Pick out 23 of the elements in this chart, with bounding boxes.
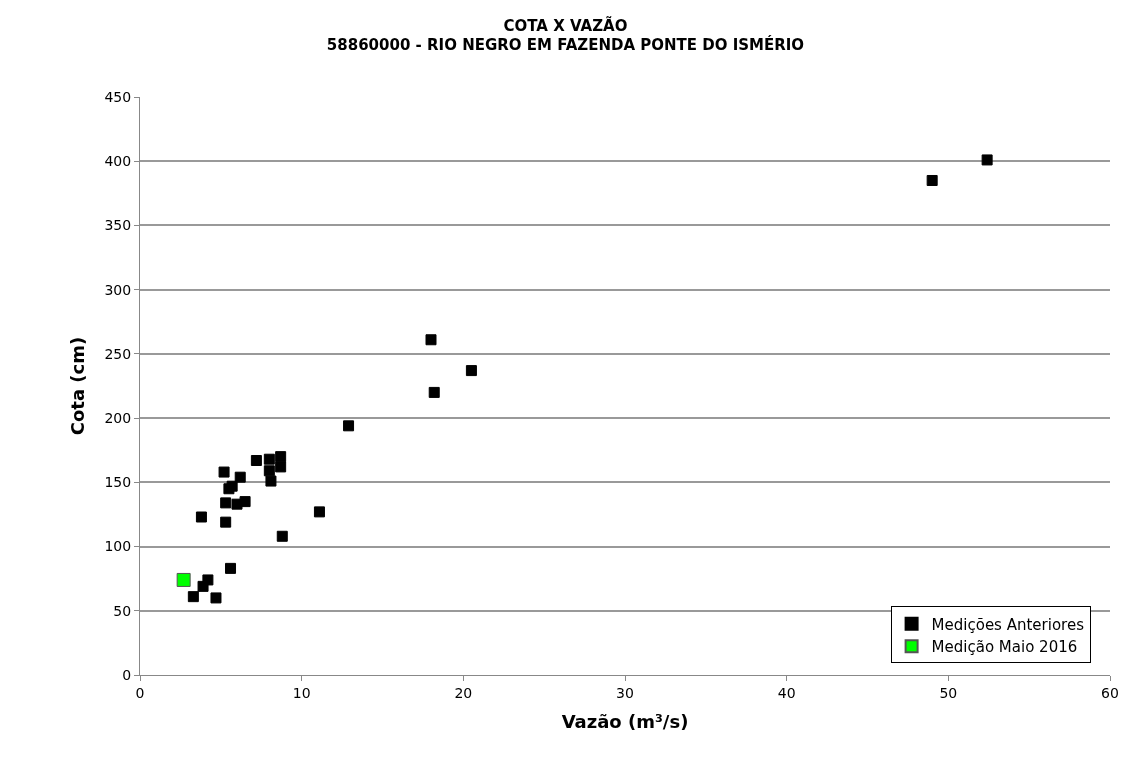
y-tick-label: 150: [104, 474, 132, 491]
y-tick-label: 200: [104, 410, 132, 427]
y-tick-label: 400: [104, 153, 132, 170]
x-tick-label: 40: [777, 684, 796, 701]
y-tick-label: 300: [104, 281, 132, 298]
x-tick-label: 10: [292, 684, 311, 701]
x-tick-label: 30: [616, 684, 634, 701]
chart-subtitle: 58860000 - RIO NEGRO EM FAZENDA PONTE DO ISMÉRIO: [326, 35, 805, 55]
y-tick-label: 250: [104, 345, 132, 362]
y-tick-label: 0: [122, 666, 132, 683]
y-tick-label: 100: [104, 538, 132, 555]
legend-label: Medições Anteriores: [931, 615, 1085, 634]
x-tick-label: 0: [135, 684, 145, 701]
y-tick-label: 350: [104, 217, 132, 234]
x-axis-title: Vazão (m³/s): [561, 710, 689, 732]
x-tick-label: 60: [1101, 684, 1119, 701]
y-tick-label: 50: [113, 602, 132, 619]
y-axis-title: Cota (cm): [66, 336, 88, 436]
y-tick-label: 450: [104, 88, 132, 105]
x-tick-label: 50: [939, 684, 958, 701]
chart-title: COTA X VAZÃO: [503, 15, 628, 35]
x-tick-label: 20: [454, 684, 473, 701]
legend-label: Medição Maio 2016: [931, 638, 1078, 657]
